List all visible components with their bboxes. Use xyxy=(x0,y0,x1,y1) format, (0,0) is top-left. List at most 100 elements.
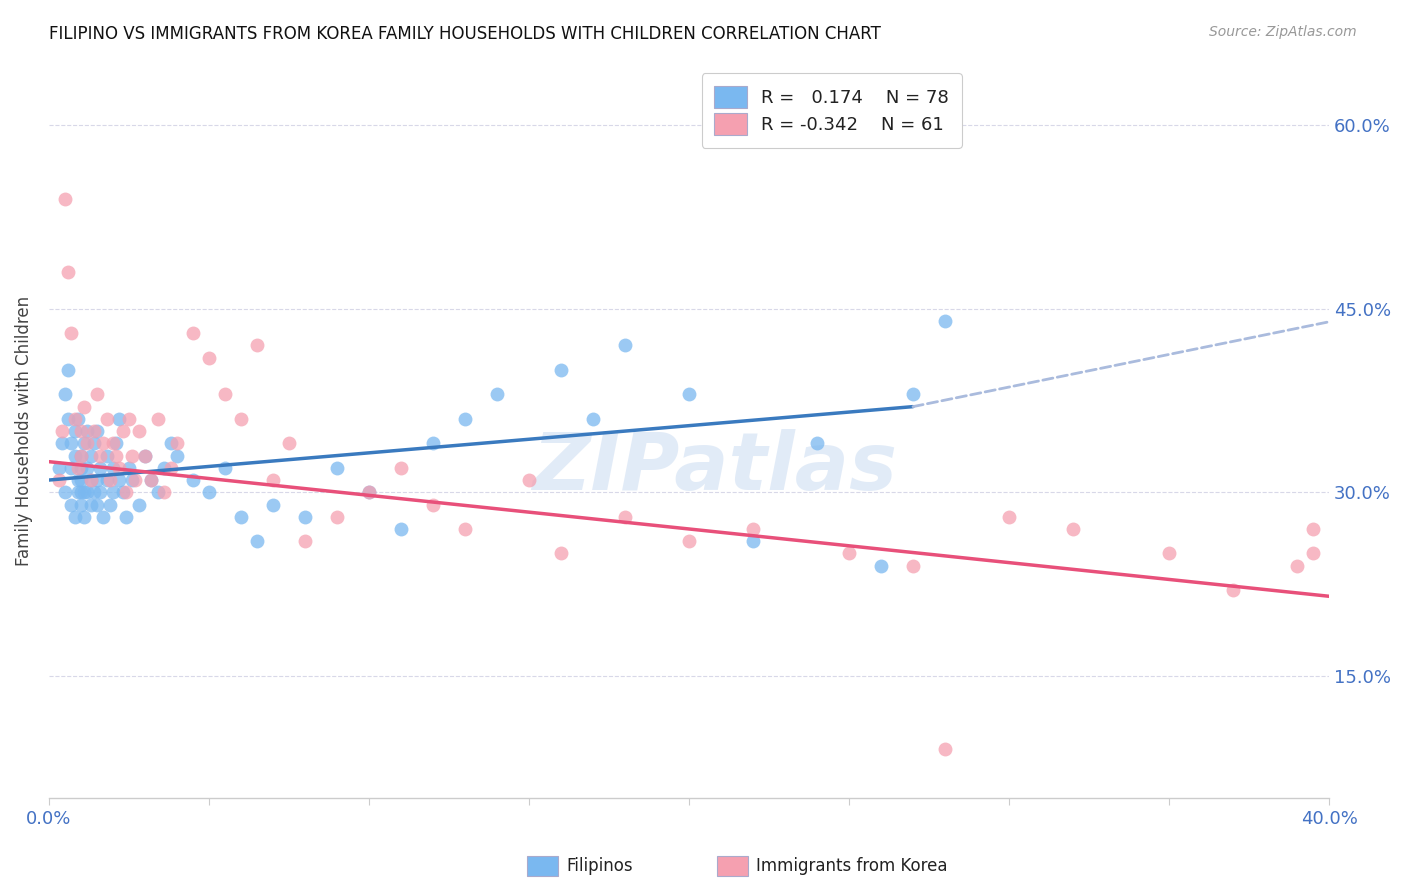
Point xyxy=(181,326,204,341)
Point xyxy=(86,473,108,487)
Point xyxy=(48,460,70,475)
Point xyxy=(111,485,134,500)
Point xyxy=(159,460,181,475)
Point xyxy=(66,473,89,487)
Point xyxy=(582,412,605,426)
Point xyxy=(108,460,131,475)
Point xyxy=(1285,558,1308,573)
Point xyxy=(118,460,141,475)
Point xyxy=(422,436,444,450)
Point xyxy=(357,485,380,500)
Point xyxy=(53,485,76,500)
Point xyxy=(70,424,93,438)
Point xyxy=(1302,546,1324,560)
Point xyxy=(294,509,316,524)
Point xyxy=(111,424,134,438)
Point xyxy=(63,424,86,438)
Y-axis label: Family Households with Children: Family Households with Children xyxy=(15,296,32,566)
Point xyxy=(70,473,93,487)
Point xyxy=(422,498,444,512)
Point xyxy=(1157,546,1180,560)
Point xyxy=(66,412,89,426)
Point xyxy=(262,498,284,512)
Point xyxy=(89,485,111,500)
Point xyxy=(79,449,101,463)
Point xyxy=(454,522,477,536)
Point xyxy=(517,473,540,487)
Point xyxy=(105,449,128,463)
Point xyxy=(93,509,115,524)
Point xyxy=(70,449,93,463)
Point xyxy=(614,338,637,352)
Point xyxy=(934,314,956,328)
Point xyxy=(128,498,150,512)
Point xyxy=(1302,522,1324,536)
Point xyxy=(73,485,96,500)
Point xyxy=(159,436,181,450)
Point xyxy=(56,412,79,426)
Point xyxy=(146,412,169,426)
Point xyxy=(86,424,108,438)
Point xyxy=(56,363,79,377)
Point xyxy=(79,473,101,487)
Point xyxy=(1062,522,1084,536)
Point xyxy=(678,387,700,401)
Point xyxy=(114,485,136,500)
Point xyxy=(79,473,101,487)
Point xyxy=(454,412,477,426)
Point xyxy=(214,460,236,475)
Point xyxy=(229,412,252,426)
Point xyxy=(76,436,98,450)
Point xyxy=(51,436,73,450)
Point xyxy=(146,485,169,500)
Text: Immigrants from Korea: Immigrants from Korea xyxy=(756,857,948,875)
Text: ZIPatlas: ZIPatlas xyxy=(531,429,897,507)
Point xyxy=(73,509,96,524)
Point xyxy=(96,412,118,426)
Point xyxy=(141,473,163,487)
Point xyxy=(121,449,143,463)
Legend: R =   0.174    N = 78, R = -0.342    N = 61: R = 0.174 N = 78, R = -0.342 N = 61 xyxy=(702,73,962,148)
Point xyxy=(214,387,236,401)
Point xyxy=(742,522,765,536)
Point xyxy=(66,485,89,500)
Point xyxy=(838,546,860,560)
Point xyxy=(166,449,188,463)
Point xyxy=(101,460,124,475)
Point xyxy=(105,436,128,450)
Point xyxy=(166,436,188,450)
Point xyxy=(901,387,924,401)
Point xyxy=(89,449,111,463)
Point xyxy=(60,460,83,475)
Point xyxy=(83,485,105,500)
Point xyxy=(198,485,221,500)
Point xyxy=(70,449,93,463)
Point xyxy=(101,485,124,500)
Point xyxy=(294,534,316,549)
Text: Filipinos: Filipinos xyxy=(567,857,633,875)
Point xyxy=(66,460,89,475)
Point xyxy=(70,460,93,475)
Point xyxy=(326,509,349,524)
Point xyxy=(389,522,412,536)
Point xyxy=(229,509,252,524)
Point xyxy=(550,546,572,560)
Point xyxy=(153,460,176,475)
Point xyxy=(60,326,83,341)
Point xyxy=(83,436,105,450)
Point xyxy=(56,265,79,279)
Point xyxy=(76,485,98,500)
Point xyxy=(678,534,700,549)
Point xyxy=(53,387,76,401)
Point xyxy=(98,498,121,512)
Point xyxy=(742,534,765,549)
Point xyxy=(485,387,508,401)
Point xyxy=(63,449,86,463)
Point xyxy=(73,436,96,450)
Point xyxy=(134,449,156,463)
Point xyxy=(60,436,83,450)
Point xyxy=(73,400,96,414)
Point xyxy=(108,473,131,487)
Point xyxy=(934,742,956,756)
Point xyxy=(96,473,118,487)
